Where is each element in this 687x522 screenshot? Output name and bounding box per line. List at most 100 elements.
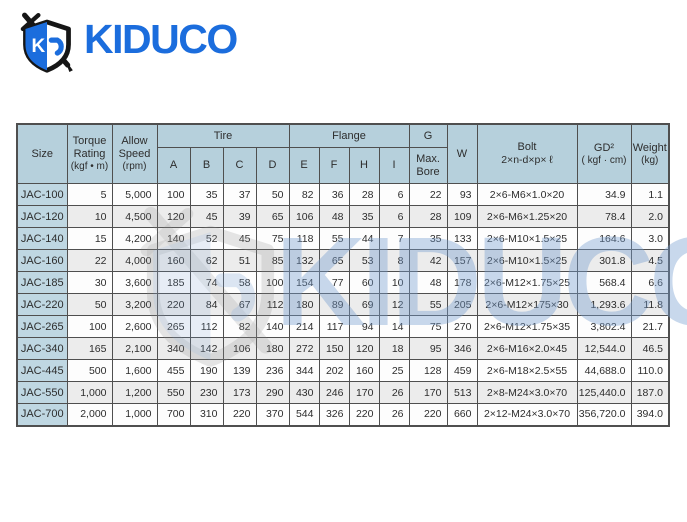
value-cell: 139 bbox=[222, 359, 257, 382]
value-cell: 455 bbox=[156, 359, 191, 382]
value-cell: 140 bbox=[255, 315, 290, 338]
value-cell: 346 bbox=[446, 337, 478, 360]
size-cell: JAC-340 bbox=[16, 337, 68, 360]
value-cell: 5 bbox=[66, 183, 113, 206]
table-row: JAC-185 30 3,600 185 74 58 100 154 77 60 10 48 178 2×… bbox=[16, 271, 670, 294]
value-cell: 270 bbox=[446, 315, 478, 338]
value-cell: 1,600 bbox=[111, 359, 158, 382]
value-cell: 164.6 bbox=[576, 227, 632, 250]
header-tire-group: Tire bbox=[156, 123, 290, 148]
value-cell: 4,500 bbox=[111, 205, 158, 228]
value-cell: 75 bbox=[255, 227, 290, 250]
value-cell: 310 bbox=[189, 403, 224, 426]
value-cell: 290 bbox=[255, 381, 290, 404]
value-cell: 140 bbox=[156, 227, 191, 250]
value-cell: 69 bbox=[348, 293, 380, 316]
value-cell: 45 bbox=[189, 205, 224, 228]
value-cell: 1,200 bbox=[111, 381, 158, 404]
value-cell: 26 bbox=[378, 381, 410, 404]
size-cell: JAC-140 bbox=[16, 227, 68, 250]
value-cell: 2×6-M12×1.75×25 bbox=[476, 271, 578, 294]
value-cell: 170 bbox=[348, 381, 380, 404]
value-cell: 11.8 bbox=[630, 293, 670, 316]
table-row: JAC-340 165 2,100 340 142 106 180 272 150 120 18 95… bbox=[16, 337, 670, 360]
value-cell: 37 bbox=[222, 183, 257, 206]
value-cell: 12 bbox=[378, 293, 410, 316]
size-cell: JAC-700 bbox=[16, 403, 68, 426]
table-row: JAC-140 15 4,200 140 52 45 75 118 55 44 7 35 133 2×6-… bbox=[16, 227, 670, 250]
header-gd2: GD² ( kgf · cm) bbox=[576, 123, 632, 184]
brand-logo: K KIDUCO bbox=[16, 8, 238, 74]
value-cell: 2,600 bbox=[111, 315, 158, 338]
value-cell: 2×6-M6×1.0×20 bbox=[476, 183, 578, 206]
value-cell: 22 bbox=[408, 183, 448, 206]
value-cell: 128 bbox=[408, 359, 448, 382]
table-body: JAC-100 5 5,000 100 35 37 50 82 36 28 6 22 93 2×6-M6×… bbox=[16, 183, 670, 426]
value-cell: 74 bbox=[189, 271, 224, 294]
table-row: JAC-550 1,000 1,200 550 230 173 290 430 246 170 26… bbox=[16, 381, 670, 404]
value-cell: 220 bbox=[222, 403, 257, 426]
value-cell: 3,802.4 bbox=[576, 315, 632, 338]
value-cell: 154 bbox=[288, 271, 320, 294]
value-cell: 344 bbox=[288, 359, 320, 382]
shield-sword-icon: K bbox=[20, 12, 73, 73]
header-tire-d: D bbox=[255, 147, 290, 184]
value-cell: 109 bbox=[446, 205, 478, 228]
size-cell: JAC-120 bbox=[16, 205, 68, 228]
value-cell: 28 bbox=[348, 183, 380, 206]
value-cell: 301.8 bbox=[576, 249, 632, 272]
value-cell: 4.5 bbox=[630, 249, 670, 272]
table-row: JAC-220 50 3,200 220 84 67 112 180 89 69 12 55 205 2×… bbox=[16, 293, 670, 316]
value-cell: 220 bbox=[348, 403, 380, 426]
value-cell: 230 bbox=[189, 381, 224, 404]
value-cell: 50 bbox=[255, 183, 290, 206]
value-cell: 25 bbox=[378, 359, 410, 382]
value-cell: 4,000 bbox=[111, 249, 158, 272]
value-cell: 120 bbox=[348, 337, 380, 360]
value-cell: 2×6-M10×1.5×25 bbox=[476, 227, 578, 250]
value-cell: 120 bbox=[156, 205, 191, 228]
value-cell: 89 bbox=[318, 293, 350, 316]
value-cell: 30 bbox=[66, 271, 113, 294]
value-cell: 394.0 bbox=[630, 403, 670, 426]
size-cell: JAC-100 bbox=[16, 183, 68, 206]
value-cell: 1.1 bbox=[630, 183, 670, 206]
value-cell: 52 bbox=[189, 227, 224, 250]
header-allow-speed: Allow Speed (rpm) bbox=[111, 123, 158, 184]
header-flange-e: E bbox=[288, 147, 320, 184]
value-cell: 35 bbox=[348, 205, 380, 228]
value-cell: 78.4 bbox=[576, 205, 632, 228]
value-cell: 95 bbox=[408, 337, 448, 360]
value-cell: 125,440.0 bbox=[576, 381, 632, 404]
value-cell: 2×6-M12×175×30 bbox=[476, 293, 578, 316]
size-cell: JAC-265 bbox=[16, 315, 68, 338]
value-cell: 2×6-M16×2.0×45 bbox=[476, 337, 578, 360]
value-cell: 2×12-M24×3.0×70 bbox=[476, 403, 578, 426]
value-cell: 10 bbox=[378, 271, 410, 294]
header-tire-b: B bbox=[189, 147, 224, 184]
svg-text:K: K bbox=[32, 36, 46, 57]
header-size: Size bbox=[16, 123, 68, 184]
value-cell: 6.6 bbox=[630, 271, 670, 294]
value-cell: 60 bbox=[348, 271, 380, 294]
header-flange-i: I bbox=[378, 147, 410, 184]
value-cell: 205 bbox=[446, 293, 478, 316]
value-cell: 568.4 bbox=[576, 271, 632, 294]
value-cell: 93 bbox=[446, 183, 478, 206]
value-cell: 2×8-M24×3.0×70 bbox=[476, 381, 578, 404]
value-cell: 100 bbox=[156, 183, 191, 206]
value-cell: 22 bbox=[66, 249, 113, 272]
value-cell: 67 bbox=[222, 293, 257, 316]
value-cell: 94 bbox=[348, 315, 380, 338]
value-cell: 214 bbox=[288, 315, 320, 338]
value-cell: 65 bbox=[255, 205, 290, 228]
header-flange-h: H bbox=[348, 147, 380, 184]
value-cell: 2.0 bbox=[630, 205, 670, 228]
value-cell: 51 bbox=[222, 249, 257, 272]
value-cell: 106 bbox=[222, 337, 257, 360]
size-cell: JAC-220 bbox=[16, 293, 68, 316]
header-tire-a: A bbox=[156, 147, 191, 184]
value-cell: 2,000 bbox=[66, 403, 113, 426]
value-cell: 35 bbox=[189, 183, 224, 206]
value-cell: 82 bbox=[222, 315, 257, 338]
